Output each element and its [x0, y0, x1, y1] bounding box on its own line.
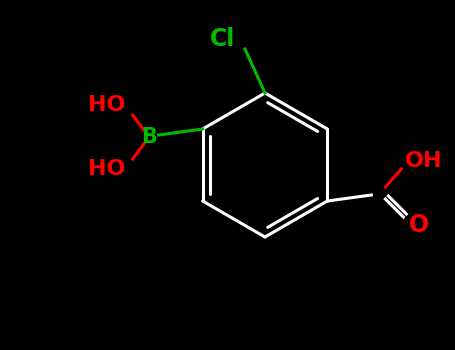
Text: HO: HO	[88, 95, 126, 115]
Text: OH: OH	[404, 151, 442, 171]
Text: O: O	[410, 213, 430, 237]
Text: B: B	[141, 127, 157, 147]
Text: HO: HO	[88, 159, 126, 179]
Text: Cl: Cl	[210, 27, 236, 51]
